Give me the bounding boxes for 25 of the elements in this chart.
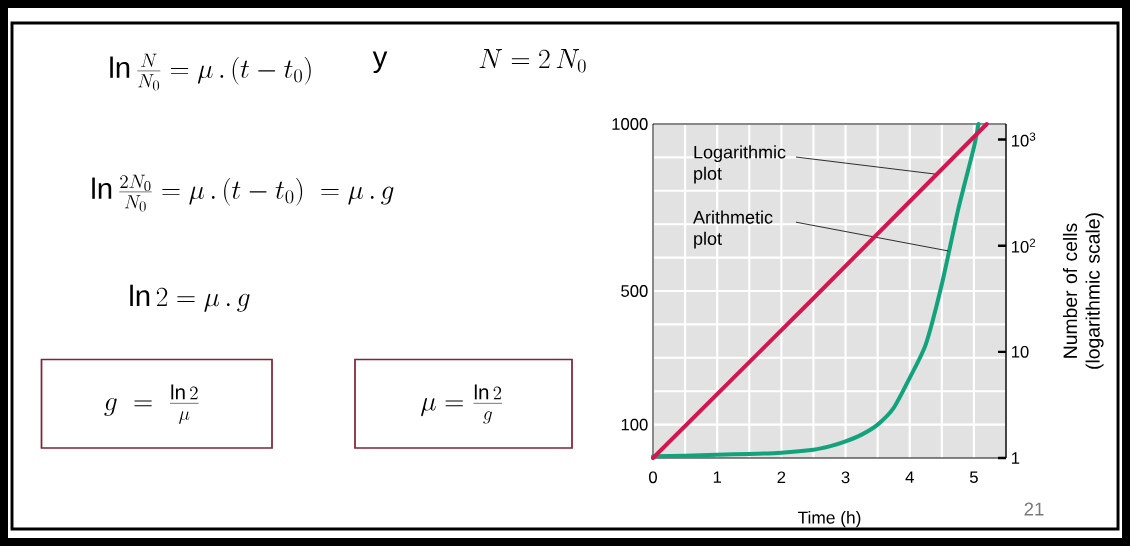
text: 21 <box>1024 502 1044 516</box>
x-tick-label: 3 <box>841 471 850 484</box>
y2-tick-label: 10$^{3}$ <box>1011 132 1036 147</box>
y-tick-label: 1000 <box>612 118 648 130</box>
y-tick-label: 100 <box>621 418 648 431</box>
y-tick-label: 500 <box>621 285 648 297</box>
text: $\mu = \frac{\ln 2}{g}$ <box>421 384 503 424</box>
annotation: Arithmetic plot <box>693 210 773 249</box>
y2-tick-label: 10 <box>1011 345 1029 358</box>
x-tick-label: 1 <box>713 471 721 483</box>
text: $\ln 2 = \mu \,.\, g$ <box>130 284 250 312</box>
text: $\ln \frac{2N_0}{N_0} = \mu \,.\, (t - t_0) \;= \mu \,.\, g$ <box>92 174 394 212</box>
x-tick-label: 0 <box>649 471 657 484</box>
x-tick-label: 5 <box>969 471 978 484</box>
x-tick-label: 2 <box>777 471 786 484</box>
text: $N = 2\,N_0$ <box>479 49 586 73</box>
x-tick-label: 4 <box>905 471 914 483</box>
text: $g \;=\; \frac{\ln 2}{\mu}$ <box>104 384 199 424</box>
text: y <box>372 51 388 74</box>
y2-axis-title: Number of cells (logarithmic scale) <box>1062 213 1104 369</box>
y2-tick-label: 1 <box>1011 452 1020 464</box>
annotation: Logarithmic plot <box>694 145 786 184</box>
x-axis-title: Time (h) <box>797 511 861 528</box>
text: $\ln \frac{N}{N_0} = \mu \,.\, (t - t_0)$ <box>110 53 311 91</box>
y2-tick-label: 10$^{2}$ <box>1011 238 1036 253</box>
